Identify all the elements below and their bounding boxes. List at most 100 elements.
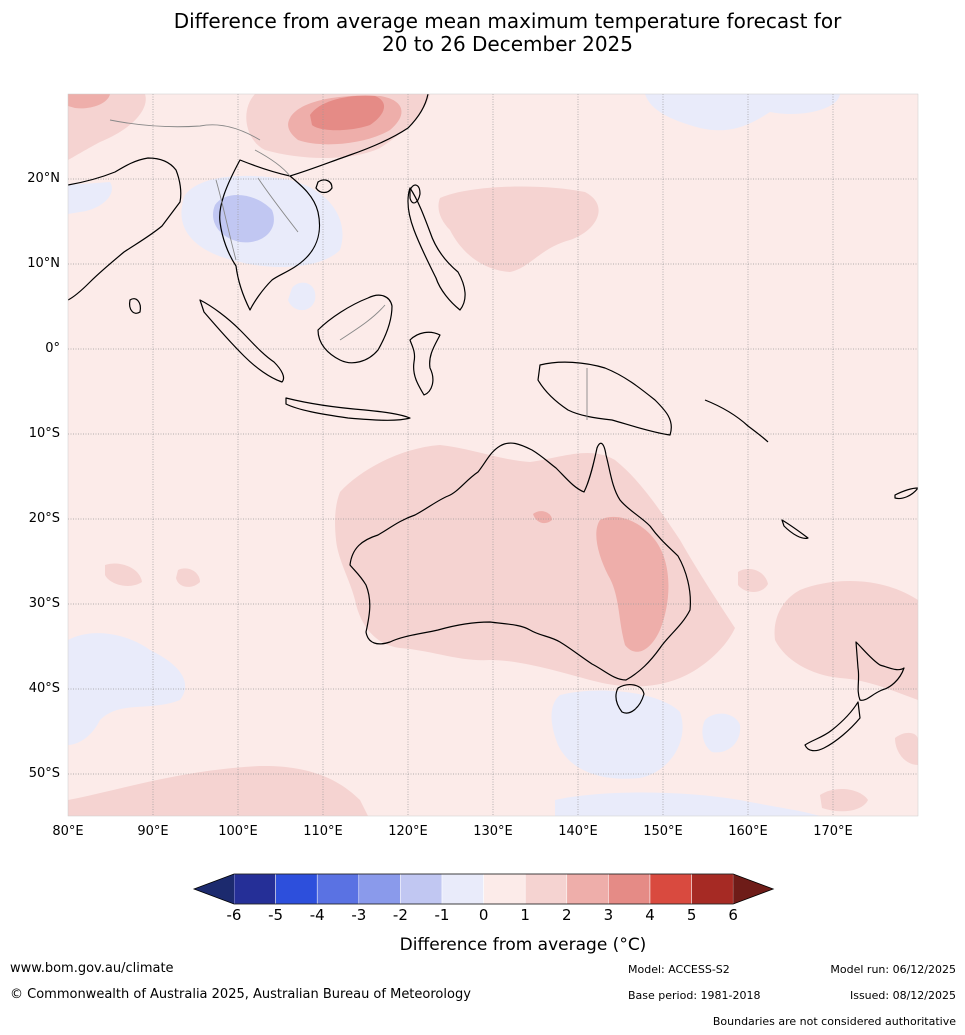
warm-anomaly-east-australia xyxy=(596,516,669,652)
coastline-sri-lanka xyxy=(129,298,141,314)
warm-anomaly-south-indian xyxy=(68,765,368,816)
colorbar-segment xyxy=(275,873,318,905)
cool-anomaly-tasman xyxy=(702,713,741,753)
coastline-philippines xyxy=(407,187,466,311)
cool-anomaly-far-south xyxy=(555,792,820,816)
coastline-india xyxy=(68,157,182,301)
longitude-label: 90°E xyxy=(137,824,169,839)
longitude-label: 130°E xyxy=(473,824,513,839)
colorbar-tick-label: -1 xyxy=(434,906,450,924)
title-line-2: 20 to 26 December 2025 xyxy=(381,32,633,56)
border-himalaya xyxy=(109,119,261,141)
model-run-date: Model run: 06/12/2025 xyxy=(830,963,956,976)
colorbar-tick-label: 3 xyxy=(603,906,614,924)
longitude-label: 160°E xyxy=(728,824,768,839)
warm-anomaly-west-pacific xyxy=(438,186,599,272)
colorbar-segment xyxy=(649,873,692,905)
border-china-vietnam xyxy=(254,149,291,177)
map-title: Difference from average mean maximum tem… xyxy=(0,10,965,56)
coastline-tasmania xyxy=(615,684,645,714)
colorbar-tick-label: 2 xyxy=(562,906,572,924)
colorbar-label: Difference from average ( xyxy=(399,935,620,955)
warm-anomaly-indian-ocean-2 xyxy=(176,568,200,587)
latitude-label: 30°S xyxy=(28,596,60,611)
colorbar-high-extend xyxy=(733,874,774,904)
coastline-solomons xyxy=(704,399,769,443)
colorbar-segment xyxy=(608,873,651,905)
colorbar-tick-label: 1 xyxy=(520,906,530,924)
colorbar-tick-label: -5 xyxy=(268,906,284,924)
warm-anomaly-far-southeast xyxy=(820,788,868,812)
cool-anomaly-north-pacific xyxy=(645,94,840,131)
warm-anomaly-australia-spot xyxy=(533,511,552,524)
coastline-new-zealand-north xyxy=(855,641,905,701)
colorbar-tick-label: 4 xyxy=(645,906,655,924)
latitude-label: 50°S xyxy=(28,766,60,781)
colorbar-low-extend xyxy=(194,874,234,904)
base-period: Base period: 1981-2018 xyxy=(628,989,761,1002)
colorbar-segment xyxy=(483,873,526,905)
longitude-label: 80°E xyxy=(52,824,84,839)
coastline-java xyxy=(285,397,411,421)
coastline-australia xyxy=(349,442,691,681)
colorbar-tick-label: -2 xyxy=(392,906,408,924)
longitude-label: 100°E xyxy=(218,824,258,839)
colorbar-segment xyxy=(400,873,443,905)
colorbar-title: Difference from average (°C) xyxy=(190,935,856,955)
colorbar-outline xyxy=(192,873,775,905)
latitude-label: 10°N xyxy=(27,256,60,271)
colorbar-tick-label: -4 xyxy=(309,906,325,924)
colorbar-tick-label: 0 xyxy=(478,906,489,924)
title-line-1: Difference from average mean maximum tem… xyxy=(173,9,842,33)
longitude-label: 140°E xyxy=(558,824,598,839)
coastline-taiwan xyxy=(409,184,421,204)
coastline-sumatra xyxy=(199,299,285,383)
boundary-disclaimer: Boundaries are not considered authoritat… xyxy=(712,1015,956,1028)
coastline-indochina xyxy=(219,159,321,311)
issued-date: Issued: 08/12/2025 xyxy=(849,989,956,1002)
colorbar-tick-label: 5 xyxy=(686,906,697,924)
warm-anomaly-southeast xyxy=(895,732,918,765)
cool-anomaly-south-ocean xyxy=(551,690,683,779)
coastline-south-china xyxy=(289,94,429,177)
colorbar-unit: °C) xyxy=(619,935,647,955)
website-link[interactable]: www.bom.gov.au/climate xyxy=(10,961,174,976)
colorbar-segment xyxy=(441,873,484,905)
longitude-label: 150°E xyxy=(643,824,683,839)
cool-anomaly-india xyxy=(68,182,112,214)
colorbar-segment xyxy=(316,873,360,905)
coastline-sulawesi xyxy=(409,331,441,396)
colorbar-tick-label: -6 xyxy=(226,906,242,924)
colorbar-tick-label: 6 xyxy=(728,906,738,924)
latitude-label: 40°S xyxy=(28,681,60,696)
border-borneo xyxy=(339,304,386,341)
warm-anomaly-arabian xyxy=(68,94,146,160)
copyright-text: © Commonwealth of Australia 2025, Austra… xyxy=(10,987,471,1002)
longitude-label: 110°E xyxy=(303,824,343,839)
cool-anomaly-borneo xyxy=(288,282,316,311)
warm-anomaly-coral-sea xyxy=(738,568,768,592)
longitude-label: 120°E xyxy=(388,824,428,839)
coastline-hainan xyxy=(315,179,333,194)
latitude-label: 20°N xyxy=(27,171,60,186)
model-name: Model: ACCESS-S2 xyxy=(628,963,730,976)
coastline-new-caledonia xyxy=(781,519,809,539)
colorbar-segment xyxy=(358,873,401,905)
colorbar-segment xyxy=(524,873,568,905)
border-thailand-myanmar xyxy=(215,179,237,261)
warm-anomaly-india-north xyxy=(68,94,110,109)
colorbar-segment xyxy=(233,873,276,905)
colorbar-segment xyxy=(691,873,734,905)
latitude-label: 10°S xyxy=(28,426,60,441)
latitude-label: 20°S xyxy=(28,511,60,526)
warm-anomaly-southwest-pacific xyxy=(774,580,918,700)
warm-anomaly-indian-ocean-1 xyxy=(105,563,142,586)
coastline-new-zealand-south xyxy=(804,701,861,752)
colorbar-tick-label: -3 xyxy=(351,906,367,924)
colorbar-segment xyxy=(566,873,609,905)
cool-anomaly-southwest-ocean xyxy=(68,633,186,745)
longitude-label: 170°E xyxy=(813,824,853,839)
colorbar xyxy=(192,873,775,905)
coastline-borneo xyxy=(317,294,393,364)
